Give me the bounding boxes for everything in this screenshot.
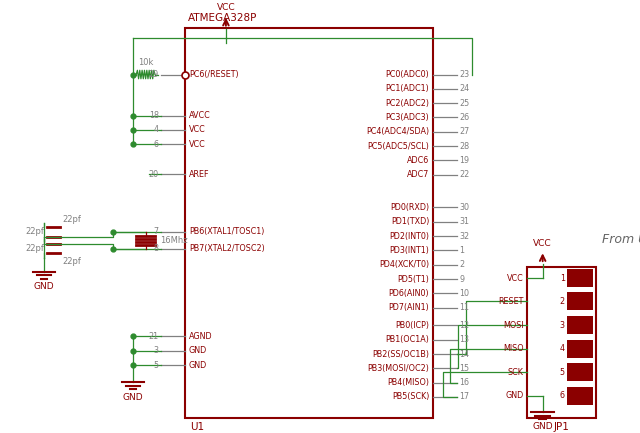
Text: GND: GND — [123, 393, 143, 402]
Text: ADC6: ADC6 — [407, 156, 429, 165]
Text: 25: 25 — [460, 99, 470, 108]
Text: PD2(INT0): PD2(INT0) — [389, 232, 429, 241]
Text: GND: GND — [189, 346, 207, 355]
Text: 10k: 10k — [138, 58, 154, 67]
Text: 16Mhz: 16Mhz — [160, 236, 188, 245]
Text: 22pf: 22pf — [25, 244, 44, 253]
Bar — [567, 340, 593, 358]
Text: PC3(ADC3): PC3(ADC3) — [385, 113, 429, 122]
Bar — [567, 269, 593, 287]
Text: PD7(AIN1): PD7(AIN1) — [388, 303, 429, 312]
Text: 9: 9 — [460, 275, 465, 284]
Text: 13: 13 — [460, 335, 469, 344]
Text: PC4(ADC4/SDA): PC4(ADC4/SDA) — [366, 127, 429, 136]
Text: PB7(XTAL2/TOSC2): PB7(XTAL2/TOSC2) — [189, 244, 265, 253]
Text: 22: 22 — [460, 170, 470, 179]
Text: PD4(XCK/T0): PD4(XCK/T0) — [379, 260, 429, 269]
Text: 4: 4 — [154, 126, 159, 135]
Bar — [567, 363, 593, 381]
Text: PD0(RXD): PD0(RXD) — [390, 203, 429, 212]
Text: ADC7: ADC7 — [407, 170, 429, 179]
Bar — [185, 28, 433, 418]
Text: ATMEGA328P: ATMEGA328P — [188, 13, 258, 23]
Text: AGND: AGND — [189, 332, 212, 341]
Text: 8: 8 — [154, 244, 159, 253]
Text: 22pf: 22pf — [63, 257, 82, 266]
Text: 21: 21 — [148, 332, 159, 341]
Text: 31: 31 — [460, 217, 469, 226]
Text: PD5(T1): PD5(T1) — [397, 275, 429, 284]
Text: 19: 19 — [460, 156, 469, 165]
Text: 3: 3 — [560, 320, 564, 330]
Text: 5: 5 — [559, 368, 564, 377]
Text: VCC: VCC — [533, 239, 552, 248]
Bar — [567, 387, 593, 405]
Text: 6: 6 — [154, 139, 159, 149]
Text: GND: GND — [34, 282, 54, 291]
Text: 29: 29 — [148, 70, 159, 79]
Text: 30: 30 — [460, 203, 469, 212]
Text: 26: 26 — [460, 113, 469, 122]
Text: VCC: VCC — [189, 126, 205, 135]
Text: RESET: RESET — [499, 297, 524, 306]
Text: GND: GND — [189, 361, 207, 370]
Text: 3: 3 — [154, 346, 159, 355]
Text: 20: 20 — [148, 170, 159, 178]
Text: PC2(ADC2): PC2(ADC2) — [385, 99, 429, 108]
Text: 2: 2 — [460, 260, 465, 269]
Text: 12: 12 — [460, 321, 469, 330]
Text: 7: 7 — [154, 227, 159, 236]
Text: 10: 10 — [460, 289, 469, 297]
Text: 11: 11 — [460, 303, 469, 312]
Text: 2: 2 — [559, 297, 564, 306]
Text: 1: 1 — [560, 274, 564, 282]
Text: 15: 15 — [460, 364, 469, 372]
Text: PD1(TXD): PD1(TXD) — [391, 217, 429, 226]
Text: PD3(INT1): PD3(INT1) — [389, 246, 429, 255]
Text: PC6(/RESET): PC6(/RESET) — [189, 70, 239, 79]
Text: PB2(SS/OC1B): PB2(SS/OC1B) — [372, 349, 429, 359]
Text: From USBasp: From USBasp — [602, 233, 640, 246]
Text: PB0(ICP): PB0(ICP) — [395, 321, 429, 330]
Text: MOSI: MOSI — [503, 320, 524, 330]
Text: GND: GND — [506, 391, 524, 401]
Text: 18: 18 — [149, 111, 159, 120]
Text: 32: 32 — [460, 232, 469, 241]
Text: PB1(OC1A): PB1(OC1A) — [385, 335, 429, 344]
Text: 27: 27 — [460, 127, 470, 136]
Text: 22pf: 22pf — [63, 215, 82, 223]
Text: VCC: VCC — [507, 274, 524, 282]
Text: PD6(AIN0): PD6(AIN0) — [388, 289, 429, 297]
Text: AREF: AREF — [189, 170, 209, 178]
Text: JP1: JP1 — [554, 422, 570, 432]
Text: GND: GND — [532, 423, 553, 431]
Text: 28: 28 — [460, 142, 469, 151]
Text: 22pf: 22pf — [25, 227, 44, 236]
Text: VCC: VCC — [189, 139, 205, 149]
Text: AVCC: AVCC — [189, 111, 211, 120]
Text: 14: 14 — [460, 349, 469, 359]
Text: PC5(ADC5/SCL): PC5(ADC5/SCL) — [367, 142, 429, 151]
Bar — [567, 292, 593, 310]
Text: PC1(ADC1): PC1(ADC1) — [385, 84, 429, 94]
Text: 17: 17 — [460, 392, 469, 401]
Bar — [527, 268, 596, 418]
Text: SCK: SCK — [508, 368, 524, 377]
Text: U1: U1 — [190, 422, 204, 432]
Text: PC0(ADC0): PC0(ADC0) — [385, 70, 429, 79]
Text: VCC: VCC — [216, 3, 236, 13]
Text: 4: 4 — [560, 344, 564, 353]
Text: 23: 23 — [460, 70, 469, 79]
Text: PB4(MISO): PB4(MISO) — [387, 378, 429, 387]
Text: MISO: MISO — [503, 344, 524, 353]
Text: 24: 24 — [460, 84, 469, 94]
Text: 6: 6 — [560, 391, 564, 401]
Text: PB5(SCK): PB5(SCK) — [392, 392, 429, 401]
Text: PB6(XTAL1/TOSC1): PB6(XTAL1/TOSC1) — [189, 227, 264, 236]
Text: 16: 16 — [460, 378, 469, 387]
Text: 1: 1 — [460, 246, 464, 255]
Bar — [567, 316, 593, 334]
Text: PB3(MOSI/OC2): PB3(MOSI/OC2) — [367, 364, 429, 372]
Text: 5: 5 — [154, 361, 159, 370]
